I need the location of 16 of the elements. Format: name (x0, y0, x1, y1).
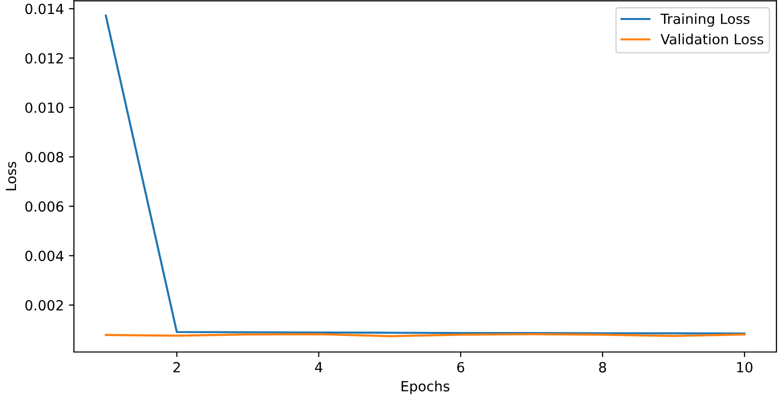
y-tick-label: 0.010 (25, 102, 64, 113)
legend-label: Training Loss (660, 13, 750, 27)
x-tick-label: 6 (457, 362, 464, 372)
x-axis-title: Epochs (402, 380, 450, 394)
x-tick-label: 2 (173, 362, 180, 372)
y-tick-label: 0.006 (25, 201, 64, 212)
x-tick-label: 4 (314, 362, 322, 372)
y-tick-label: 0.012 (25, 53, 63, 64)
y-tick-label: 0.002 (25, 300, 63, 311)
legend-label: Validation Loss (660, 34, 764, 44)
y-tick-label: 0.014 (25, 4, 64, 14)
y-axis-title: Loss (6, 162, 16, 190)
x-tick-label: 8 (599, 362, 606, 372)
y-tick-label: 0.004 (25, 250, 64, 262)
y-tick-label: 0.008 (25, 152, 64, 162)
x-tick-label: 10 (737, 362, 752, 372)
